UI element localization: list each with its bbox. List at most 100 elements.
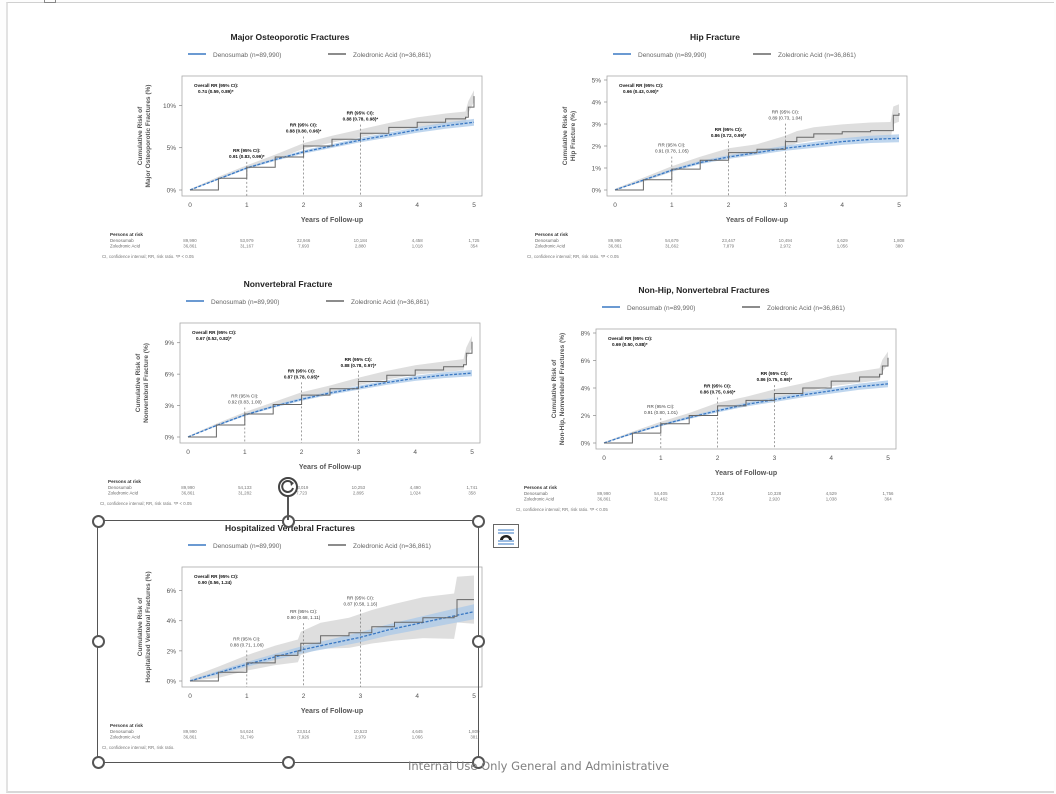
x-tick-label: 2 <box>727 202 731 209</box>
legend-label-zoledronic: Zoledronic Acid (n=36,861) <box>353 543 431 550</box>
risk-table-cell: 1,809 <box>469 729 481 734</box>
x-axis-label: Years of Follow-up <box>301 217 363 224</box>
series-line-zoledronic <box>190 599 474 682</box>
legend-label-zoledronic: Zoledronic Acid (n=36,861) <box>353 52 431 59</box>
y-tick-label: 5% <box>167 145 177 152</box>
rr-annotation-label: RR (95% CI): <box>345 357 373 362</box>
y-tick-label: 0% <box>167 679 177 686</box>
chart-footnote: CI, confidence interval; RR, risk ratio.… <box>102 254 194 259</box>
y-tick-label: 0% <box>581 441 591 448</box>
rr-annotation-value: 0.88 (0.78, 0.98)* <box>343 117 379 122</box>
x-tick-label: 1 <box>245 202 249 209</box>
risk-table-cell: 10,494 <box>779 238 793 243</box>
x-tick-label: 4 <box>829 455 833 462</box>
y-tick-label: 9% <box>165 340 175 347</box>
risk-table-row-label: Zoledronic Acid <box>110 244 141 249</box>
chart-title: Non-Hip, Nonvertebral Fractures <box>638 285 770 295</box>
risk-table-cell: 23,514 <box>297 729 311 734</box>
y-axis-label-line-1: Cumulative Risk of <box>551 359 558 418</box>
ci-band-denosumab <box>190 604 474 681</box>
y-tick-label: 6% <box>167 588 177 595</box>
x-tick-label: 3 <box>784 202 788 209</box>
rr-annotation-label: RR (95% CI): <box>233 636 260 641</box>
y-axis-label-line-1: Cumulative Risk of <box>137 106 144 165</box>
chart-hip-fracture: Hip Fracture Denosumab (n=89,990) Zoledron… <box>525 28 945 273</box>
y-axis-label-line-1: Cumulative Risk of <box>562 106 569 165</box>
rr-annotation-label: RR (95% CI): <box>347 596 374 601</box>
y-axis-label-line-2: Hospitalized Vertebral Fractures (%) <box>145 571 152 682</box>
risk-table-cell: 7,879 <box>723 244 735 249</box>
risk-table-row-label: Zoledronic Acid <box>110 735 141 740</box>
x-tick-label: 5 <box>472 202 476 209</box>
x-tick-label: 4 <box>415 202 419 209</box>
resize-handle-bottom-left[interactable] <box>92 756 105 769</box>
rr-annotation-value: 0.86 (0.72, 0.99)* <box>711 133 747 138</box>
risk-table-cell: 89,990 <box>183 238 197 243</box>
y-axis-label-line-2: Major Osteoporotic Fractures (%) <box>145 85 152 188</box>
rr-annotation-value: 0.92 (0.83, 1.00) <box>228 399 262 404</box>
risk-table-cell: 36,861 <box>181 491 195 496</box>
layout-options-icon[interactable] <box>493 524 519 548</box>
risk-table-cell: 1,018 <box>412 244 424 249</box>
risk-table-row-label: Zoledronic Acid <box>524 497 555 502</box>
risk-table-row-label: Denosumab <box>524 491 548 496</box>
overall-rr-value: 0.90 (0.56, 1.24) <box>198 580 232 585</box>
rotate-icon[interactable] <box>277 476 299 498</box>
resize-handle-bottom-center[interactable] <box>282 756 295 769</box>
risk-table-cell: 1,756 <box>883 491 895 496</box>
resize-handle-bottom-right[interactable] <box>472 756 485 769</box>
x-axis-label: Years of Follow-up <box>301 708 363 715</box>
x-tick-label: 3 <box>359 693 363 700</box>
overall-rr-label: Overall RR (95% CI): <box>194 574 239 579</box>
risk-table-header: Persons at risk <box>535 232 568 237</box>
chart-svg: Hospitalized Vertebral Fractures Denosuma… <box>102 523 483 750</box>
y-tick-label: 4% <box>167 618 177 625</box>
ci-band-zoledronic <box>190 575 474 681</box>
series-line-denosumab <box>614 137 900 191</box>
rr-annotation-value: 0.86 (0.75, 0.96)* <box>700 390 736 395</box>
x-tick-label: 1 <box>243 449 247 456</box>
risk-table-row-label: Denosumab <box>110 238 134 243</box>
risk-table-cell: 7,795 <box>712 497 724 502</box>
x-axis-label: Years of Follow-up <box>299 464 361 471</box>
risk-table-cell: 22,946 <box>297 238 311 243</box>
x-tick-label: 4 <box>413 449 417 456</box>
risk-table-header: Persons at risk <box>110 232 143 237</box>
risk-table-header: Persons at risk <box>110 723 143 728</box>
risk-table-cell: 1,024 <box>410 491 422 496</box>
risk-table-cell: 89,990 <box>183 729 197 734</box>
resize-handle-top-center[interactable] <box>282 515 295 528</box>
x-tick-label: 5 <box>470 449 474 456</box>
x-tick-label: 1 <box>245 693 249 700</box>
risk-table-row-label: Zoledronic Acid <box>535 244 566 249</box>
series-line-denosumab <box>189 611 475 682</box>
x-tick-label: 4 <box>415 693 419 700</box>
y-tick-label: 4% <box>581 386 591 393</box>
risk-table-cell: 1,808 <box>894 238 906 243</box>
y-tick-label: 6% <box>581 358 591 365</box>
risk-table-cell: 31,749 <box>240 735 254 740</box>
y-tick-label: 2% <box>167 648 177 655</box>
rotate-handle-stem <box>287 492 289 520</box>
rr-annotation-label: RR (95% CI): <box>772 110 799 115</box>
risk-table-cell: 31,662 <box>665 244 679 249</box>
risk-table-cell: 23,216 <box>711 491 725 496</box>
legend-label-denosumab: Denosumab (n=89,990) <box>211 299 279 306</box>
overall-rr-value: 0.74 (0.59, 0.89)* <box>198 89 234 94</box>
legend-label-denosumab: Denosumab (n=89,990) <box>638 52 706 59</box>
rr-annotation-label: RR (95% CI): <box>347 111 375 116</box>
resize-handle-middle-right[interactable] <box>472 635 485 648</box>
y-tick-label: 8% <box>581 331 591 338</box>
risk-table-cell: 4,490 <box>410 485 422 490</box>
x-tick-label: 2 <box>716 455 720 462</box>
resize-handle-top-left[interactable] <box>92 515 105 528</box>
chart-footnote: CI, confidence interval; RR, risk ratio.… <box>527 254 619 259</box>
y-tick-label: 10% <box>163 103 176 110</box>
rr-annotation-label: RR (95% CI): <box>233 148 261 153</box>
resize-handle-top-right[interactable] <box>472 515 485 528</box>
y-axis-label-line-2: Nonvertebral Fracture (%) <box>143 343 150 423</box>
resize-handle-middle-left[interactable] <box>92 635 105 648</box>
rr-annotation-label: RR (95% CI): <box>715 127 743 132</box>
x-tick-label: 1 <box>670 202 674 209</box>
x-axis-label: Years of Follow-up <box>715 470 777 477</box>
